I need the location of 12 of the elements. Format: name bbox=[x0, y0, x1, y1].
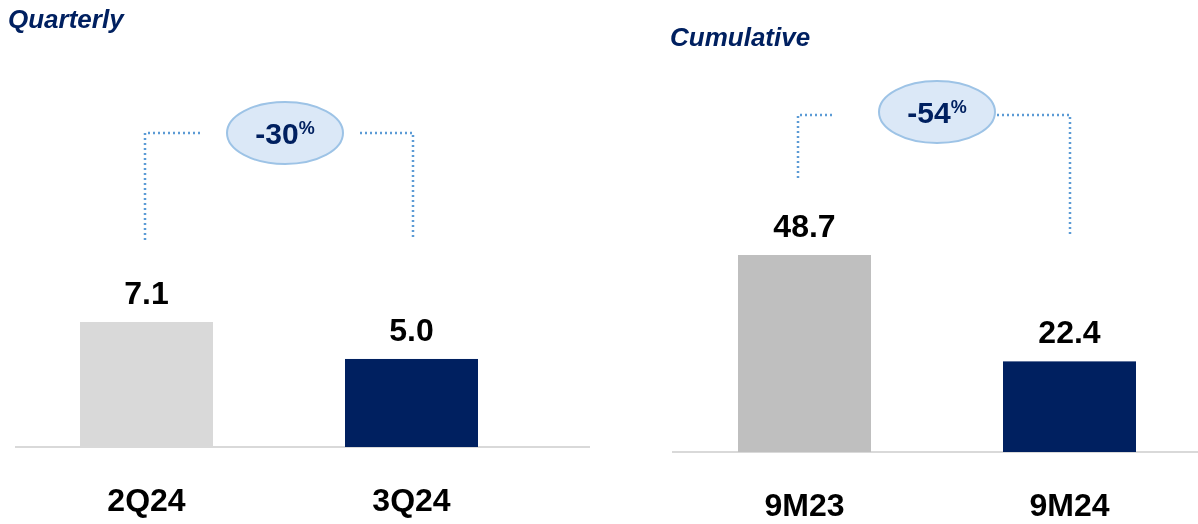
x-tick-label: 3Q24 bbox=[372, 482, 451, 518]
data-label: 7.1 bbox=[124, 275, 169, 311]
text: -30$^{%}$ bbox=[255, 117, 315, 150]
x-tick-label: 2Q24 bbox=[107, 482, 186, 518]
x-tick-label: 9M23 bbox=[764, 487, 845, 523]
x-tick-label: 9M24 bbox=[1029, 487, 1110, 523]
text: -54$^{%}$ bbox=[907, 96, 967, 129]
data-label: 22.4 bbox=[1038, 314, 1101, 351]
data-label: 5.0 bbox=[389, 311, 434, 348]
data-label: 48.7 bbox=[773, 208, 836, 244]
chart-title: Quarterly bbox=[8, 4, 126, 34]
chart-title: Cumulative bbox=[670, 22, 811, 52]
